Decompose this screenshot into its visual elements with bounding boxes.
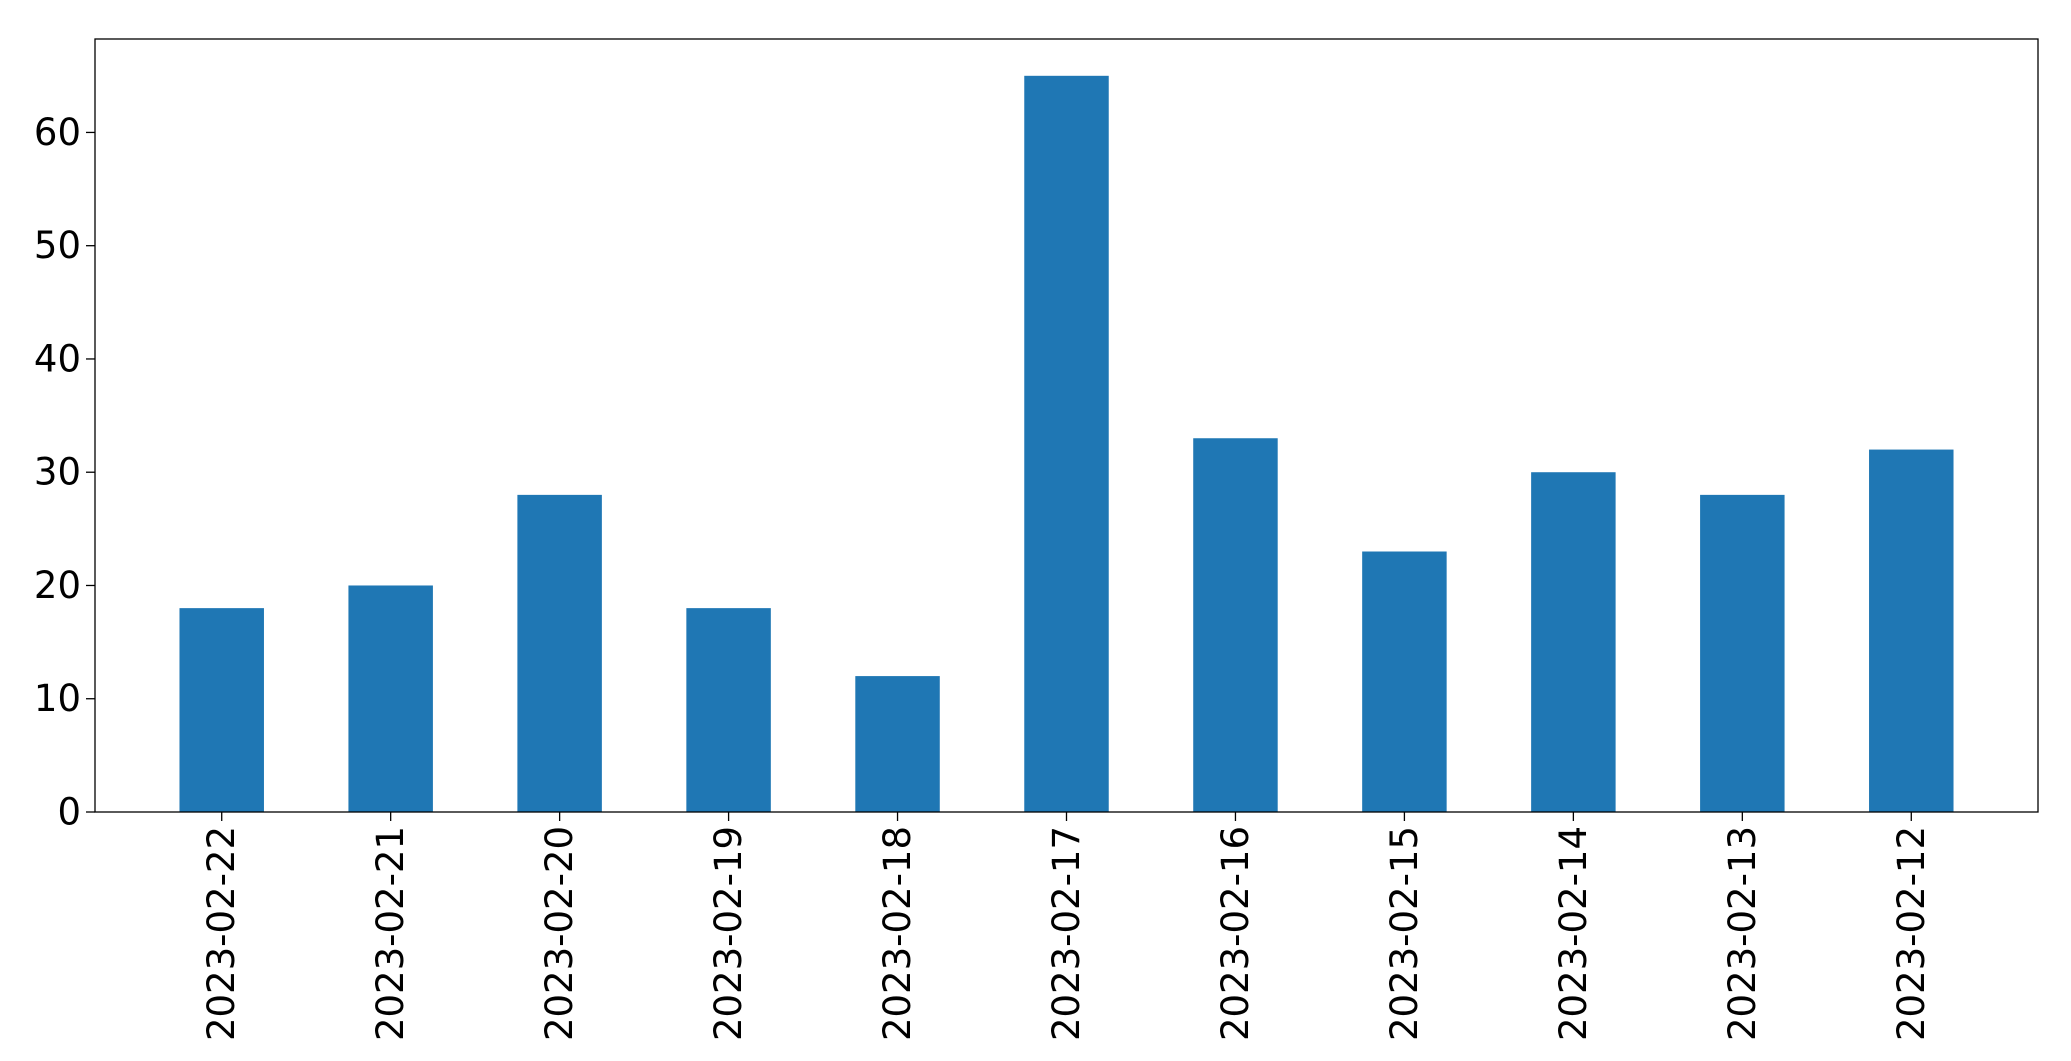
x-axis: 2023-02-22 2023-02-21 2023-02-20 2023-02-19…: [200, 812, 1933, 1041]
x-tick-label: 2023-02-21: [369, 826, 412, 1041]
bars: [179, 75, 1954, 812]
bar-2023-02-12: [1869, 449, 1954, 812]
bar-2023-02-13: [1700, 494, 1785, 812]
x-tick-label: 2023-02-19: [707, 826, 750, 1041]
x-tick-label: 2023-02-22: [200, 826, 243, 1041]
x-tick-label: 2023-02-18: [876, 826, 919, 1041]
x-tick-label: 2023-02-12: [1890, 826, 1933, 1041]
x-tick-label: 2023-02-17: [1045, 826, 1088, 1041]
y-tick-label: 20: [34, 564, 81, 607]
x-tick-label: 2023-02-14: [1552, 826, 1595, 1041]
x-tick-label: 2023-02-16: [1214, 826, 1257, 1041]
y-tick-label: 0: [57, 791, 81, 834]
bar-2023-02-21: [348, 585, 433, 812]
y-axis: 0 10 20 30 40 50 60: [34, 111, 95, 834]
x-tick-label: 2023-02-15: [1383, 826, 1426, 1041]
bar-2023-02-22: [179, 608, 264, 812]
bar-2023-02-19: [686, 608, 771, 812]
y-tick-label: 40: [34, 337, 81, 380]
x-tick-label: 2023-02-13: [1721, 826, 1764, 1041]
y-tick-label: 10: [34, 677, 81, 720]
bar-2023-02-20: [517, 494, 602, 812]
y-tick-label: 50: [34, 224, 81, 267]
bar-2023-02-18: [855, 676, 940, 812]
y-tick-label: 60: [34, 111, 81, 154]
y-tick-label: 30: [34, 451, 81, 494]
bar-2023-02-14: [1531, 472, 1616, 812]
bar-2023-02-17: [1024, 75, 1109, 812]
bar-2023-02-16: [1193, 438, 1278, 812]
bar-2023-02-15: [1362, 551, 1447, 812]
x-tick-label: 2023-02-20: [538, 826, 581, 1041]
